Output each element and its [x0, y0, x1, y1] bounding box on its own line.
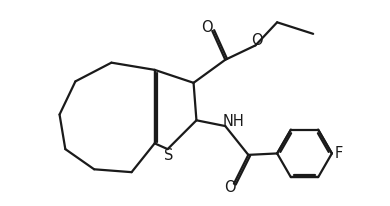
Text: F: F — [335, 146, 343, 161]
Text: NH: NH — [222, 114, 244, 129]
Text: S: S — [164, 148, 174, 163]
Text: O: O — [251, 33, 263, 48]
Text: O: O — [224, 180, 236, 195]
Text: O: O — [201, 20, 213, 35]
